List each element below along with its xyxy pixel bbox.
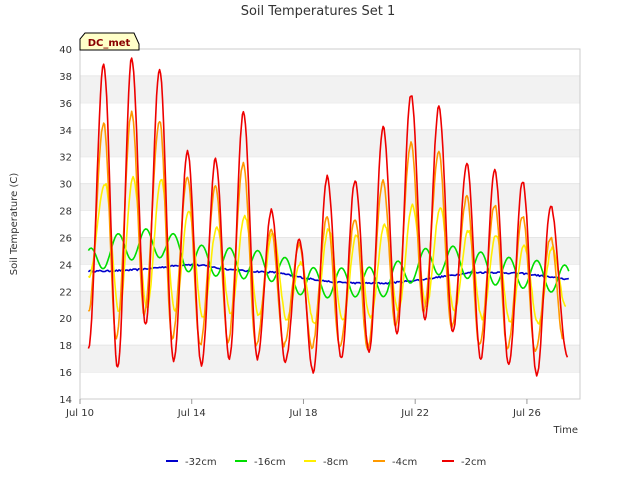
grid-band [80,345,580,373]
x-tick-label: Jul 14 [177,408,206,419]
x-tick-label: Jul 22 [400,408,429,419]
site-label-shape [79,32,140,51]
y-axis-label: Soil Temperature (C) [9,173,20,276]
series-line-2cmcm [87,57,569,377]
legend-label: -2cm [461,457,486,468]
y-tick-label: 16 [59,368,72,379]
legend-label: -8cm [323,457,348,468]
site-label: DC_met [88,38,131,49]
grid-band [80,75,580,103]
series-line-4cmcm [87,110,564,352]
legend-label: -4cm [392,457,417,468]
y-tick-label: 18 [59,341,72,352]
y-tick-label: 28 [59,207,72,218]
legend-label: -32cm [185,457,217,468]
y-axis-ticks: 14 16 18 20 22 24 26 28 30 32 34 36 38 40 [59,45,72,406]
x-tick-label: Jul 26 [512,408,541,419]
y-tick-label: 40 [59,45,72,56]
y-tick-label: 30 [59,180,72,191]
chart-title: Soil Temperatures Set 1 [241,4,396,19]
y-tick-label: 32 [59,153,72,164]
y-tick-label: 34 [59,126,72,137]
plot-area-border [79,48,581,400]
legend-label: -16cm [254,457,286,468]
x-tick-label: Jul 18 [288,408,317,419]
x-tick-label: Jul 10 [65,408,94,419]
series-line-32cmcm [87,263,569,285]
site-label-box: DC_met [79,32,140,51]
y-tick-label: 26 [59,233,72,244]
y-tick-label: 14 [59,395,72,406]
y-tick-label: 38 [59,72,72,83]
y-tick-label: 24 [59,260,72,271]
y-tick-label: 22 [59,287,72,298]
y-tick-label: 36 [59,99,72,110]
series-lines [87,57,570,377]
y-tick-label: 20 [59,314,72,325]
x-axis-label: Time [553,425,578,436]
x-axis-ticks: Jul 10 Jul 14 Jul 18 Jul 22 Jul 26 [65,399,541,419]
legend: -32cm -16cm -8cm -4cm -2cm [166,457,486,468]
